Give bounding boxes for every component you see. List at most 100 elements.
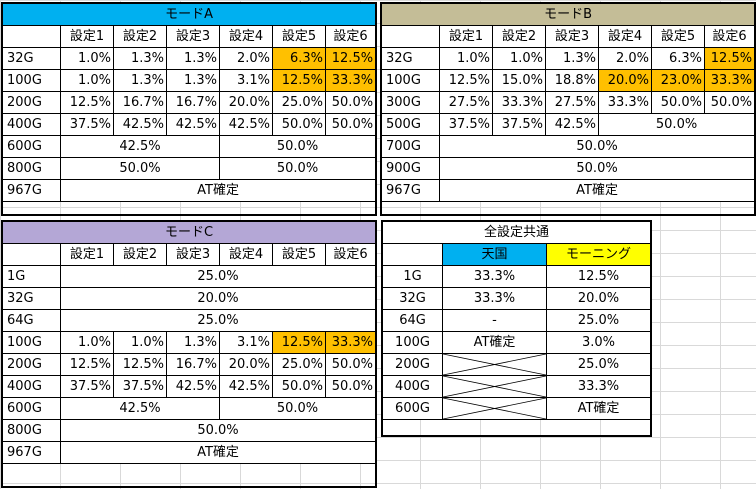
- cell-merged: AT確定: [59, 179, 377, 202]
- cell-highlight: 12.5%: [272, 69, 326, 92]
- crossed-cell: [442, 397, 547, 420]
- cell-merged: 50.0%: [597, 113, 756, 136]
- col-header-tengoku: 天国: [442, 243, 547, 266]
- col-header: 設定5: [651, 25, 705, 48]
- cell: 25.0%: [272, 91, 326, 114]
- cell-merged: 25.0%: [59, 265, 377, 288]
- col-header: 設定6: [703, 25, 756, 48]
- cell: 6.3%: [651, 47, 705, 70]
- cell: AT確定: [545, 397, 652, 420]
- cell-highlight: 23.0%: [651, 69, 705, 92]
- cell: 2.0%: [598, 47, 652, 70]
- col-header: 設定4: [598, 25, 652, 48]
- row-label: 100G: [382, 331, 443, 354]
- cell-merged: 50.0%: [218, 397, 377, 420]
- cell: 3.1%: [219, 331, 273, 354]
- col-header: 設定6: [324, 25, 377, 48]
- col-header: 設定3: [166, 243, 220, 266]
- cell-merged: 50.0%: [60, 157, 220, 180]
- cell: 50.0%: [272, 113, 326, 136]
- col-header: 設定4: [219, 243, 273, 266]
- cell: 20.0%: [219, 353, 273, 376]
- cell: 16.7%: [113, 91, 167, 114]
- cell: 16.7%: [166, 91, 220, 114]
- row-label: 200G: [2, 353, 61, 376]
- cell-merged: 50.0%: [218, 157, 377, 180]
- cell: 12.5%: [439, 69, 493, 92]
- cell: 50.0%: [324, 375, 377, 398]
- cell: 27.5%: [439, 91, 493, 114]
- row-label: 300G: [381, 91, 440, 114]
- row-label: 600G: [2, 397, 61, 420]
- cell: 50.0%: [651, 91, 705, 114]
- cell: 25.0%: [545, 309, 652, 332]
- mode-a-table: モードA 設定1 設定2 設定3 設定4 設定5 設定6 32G 1.0% 1.…: [1, 3, 377, 202]
- cell: 2.0%: [219, 47, 273, 70]
- cell: 33.3%: [598, 91, 652, 114]
- row-label: 64G: [2, 309, 61, 332]
- cell-highlight: 6.3%: [272, 47, 326, 70]
- row-label: 967G: [2, 441, 61, 464]
- cell-merged: 25.0%: [59, 309, 377, 332]
- crossed-cell: [442, 353, 547, 376]
- cell: 42.5%: [545, 113, 599, 136]
- cell-highlight: 12.5%: [324, 47, 377, 70]
- cell: 1.3%: [166, 47, 220, 70]
- cell: 3.1%: [219, 69, 273, 92]
- cell: 37.5%: [492, 113, 546, 136]
- row-label: 967G: [381, 179, 440, 202]
- col-header: 設定1: [60, 243, 114, 266]
- cell-merged: 42.5%: [60, 397, 220, 420]
- cell: 42.5%: [166, 113, 220, 136]
- cell-merged: AT確定: [59, 441, 377, 464]
- row-label: 64G: [382, 309, 443, 332]
- cell: 50.0%: [703, 91, 756, 114]
- cell: 12.5%: [60, 353, 114, 376]
- cell: 1.0%: [60, 69, 114, 92]
- col-header: 設定2: [113, 25, 167, 48]
- row-label: 1G: [2, 265, 61, 288]
- row-label: 1G: [382, 265, 443, 288]
- row-label: 900G: [381, 157, 440, 180]
- cell: 1.3%: [113, 69, 167, 92]
- cell-merged: 50.0%: [438, 135, 756, 158]
- cell: 37.5%: [439, 113, 493, 136]
- row-label: 400G: [2, 113, 61, 136]
- cell: 42.5%: [113, 113, 167, 136]
- cell-highlight: 20.0%: [598, 69, 652, 92]
- cell: 33.3%: [442, 265, 547, 288]
- row-label: 800G: [2, 419, 61, 442]
- cell: 1.0%: [60, 47, 114, 70]
- mode-b-title: モードB: [380, 3, 756, 26]
- cell: 20.0%: [219, 91, 273, 114]
- cell: 25.0%: [545, 353, 652, 376]
- cell: 33.3%: [492, 91, 546, 114]
- mode-c-table: モードC 設定1 設定2 設定3 設定4 設定5 設定6 1G 25.0% 32…: [1, 221, 377, 464]
- row-label: 800G: [2, 157, 61, 180]
- row-label: 500G: [381, 113, 440, 136]
- mode-b-table: モードB 設定1 設定2 設定3 設定4 設定5 設定6 32G 1.0% 1.…: [380, 3, 756, 202]
- cell: 25.0%: [272, 353, 326, 376]
- col-header: 設定3: [166, 25, 220, 48]
- cell-merged: 50.0%: [59, 419, 377, 442]
- row-label: 400G: [382, 375, 443, 398]
- cell-merged: 20.0%: [59, 287, 377, 310]
- cell: 37.5%: [60, 113, 114, 136]
- row-label: 400G: [2, 375, 61, 398]
- cell: 1.0%: [439, 47, 493, 70]
- cell: 50.0%: [324, 353, 377, 376]
- cell: 12.5%: [60, 91, 114, 114]
- cell: 16.7%: [166, 353, 220, 376]
- row-label: 967G: [2, 179, 61, 202]
- cell: 1.3%: [113, 47, 167, 70]
- cell-merged: 50.0%: [438, 157, 756, 180]
- row-label: 100G: [381, 69, 440, 92]
- cell: 12.5%: [113, 353, 167, 376]
- mode-a-title: モードA: [1, 3, 377, 26]
- cell-merged: 50.0%: [218, 135, 377, 158]
- crossed-cell: [442, 375, 547, 398]
- row-label: 100G: [2, 331, 61, 354]
- common-table: 全設定共通 天国 モーニング 1G 33.3% 12.5% 32G 33.3% …: [381, 221, 652, 420]
- cell: 42.5%: [166, 375, 220, 398]
- col-header: 設定2: [113, 243, 167, 266]
